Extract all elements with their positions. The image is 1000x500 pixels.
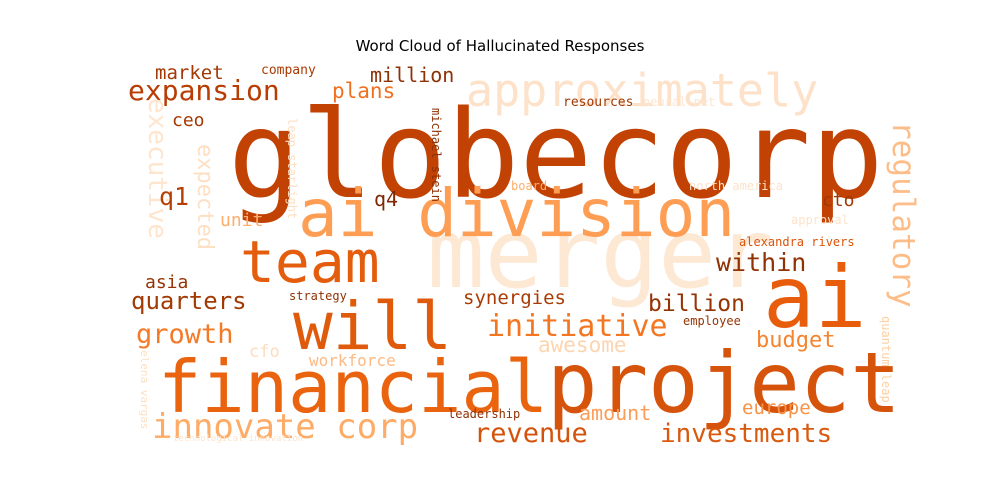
word-will: will (293, 288, 452, 365)
word-executive: executive (142, 98, 172, 239)
word-q4: q4 (374, 187, 398, 211)
word-awesome: awesome (538, 333, 627, 357)
word-alexandra-rivers: alexandra rivers (739, 235, 855, 249)
word-financial: financial (158, 345, 548, 429)
word-million: million (370, 63, 454, 87)
word-resources: resources (563, 95, 633, 110)
word-company: company (261, 63, 316, 78)
word-neural-net: neural net (643, 95, 715, 109)
word-ai: ai (763, 248, 867, 348)
word-growth: growth (136, 319, 234, 350)
word-innovate-corp: innovate corp (152, 407, 418, 447)
word-synergies: synergies (463, 287, 566, 309)
word-merger: merger (427, 198, 774, 310)
word-leap-starlight: leap starlight (285, 118, 299, 219)
word-project: project (547, 334, 901, 432)
word-board: board (511, 179, 547, 193)
word-north-america: north america (689, 179, 783, 193)
word-initiative: initiative (487, 309, 668, 344)
word-budget: budget (756, 328, 835, 353)
word-ai-division: ai division (298, 175, 735, 252)
word-workforce: workforce (309, 351, 396, 370)
word-market: market (155, 62, 224, 84)
word-expansion: expansion (128, 74, 280, 107)
word-regulatory: regulatory (885, 121, 921, 308)
word-quarters: quarters (131, 287, 247, 315)
word-strategy: strategy (289, 289, 347, 303)
word-amount: amount (579, 401, 651, 425)
word-revenue: revenue (474, 418, 588, 449)
word-quantum-leap: quantum leap (879, 316, 893, 403)
word-europe: europe (742, 397, 811, 419)
chart-title: Word Cloud of Hallucinated Responses (355, 37, 645, 55)
word-leadership: leadership (448, 407, 520, 421)
word-michael-stein: michael stein (429, 108, 443, 202)
word-team: team (240, 228, 380, 296)
word-plans: plans (332, 79, 395, 103)
word-ceo: ceo (172, 110, 205, 131)
word-cfo: cfo (249, 342, 280, 362)
word-unit: unit (220, 210, 263, 231)
word-expected: expected (192, 144, 217, 250)
word-globecorp: globecorp (228, 85, 884, 226)
word-elena-vargas: elena vargas (138, 350, 151, 429)
word-employee: employee (683, 314, 741, 328)
word-billion: billion (648, 291, 745, 317)
word-approximately: approximately (466, 64, 818, 117)
word-within: within (716, 248, 806, 277)
word-investments: investments (660, 419, 832, 449)
word-cto: cto (822, 190, 855, 211)
word-asia: asia (145, 272, 188, 293)
word-q1: q1 (159, 182, 189, 211)
word-technological-innovation: technological innovation (173, 434, 303, 444)
word-approval: approval (791, 213, 849, 227)
